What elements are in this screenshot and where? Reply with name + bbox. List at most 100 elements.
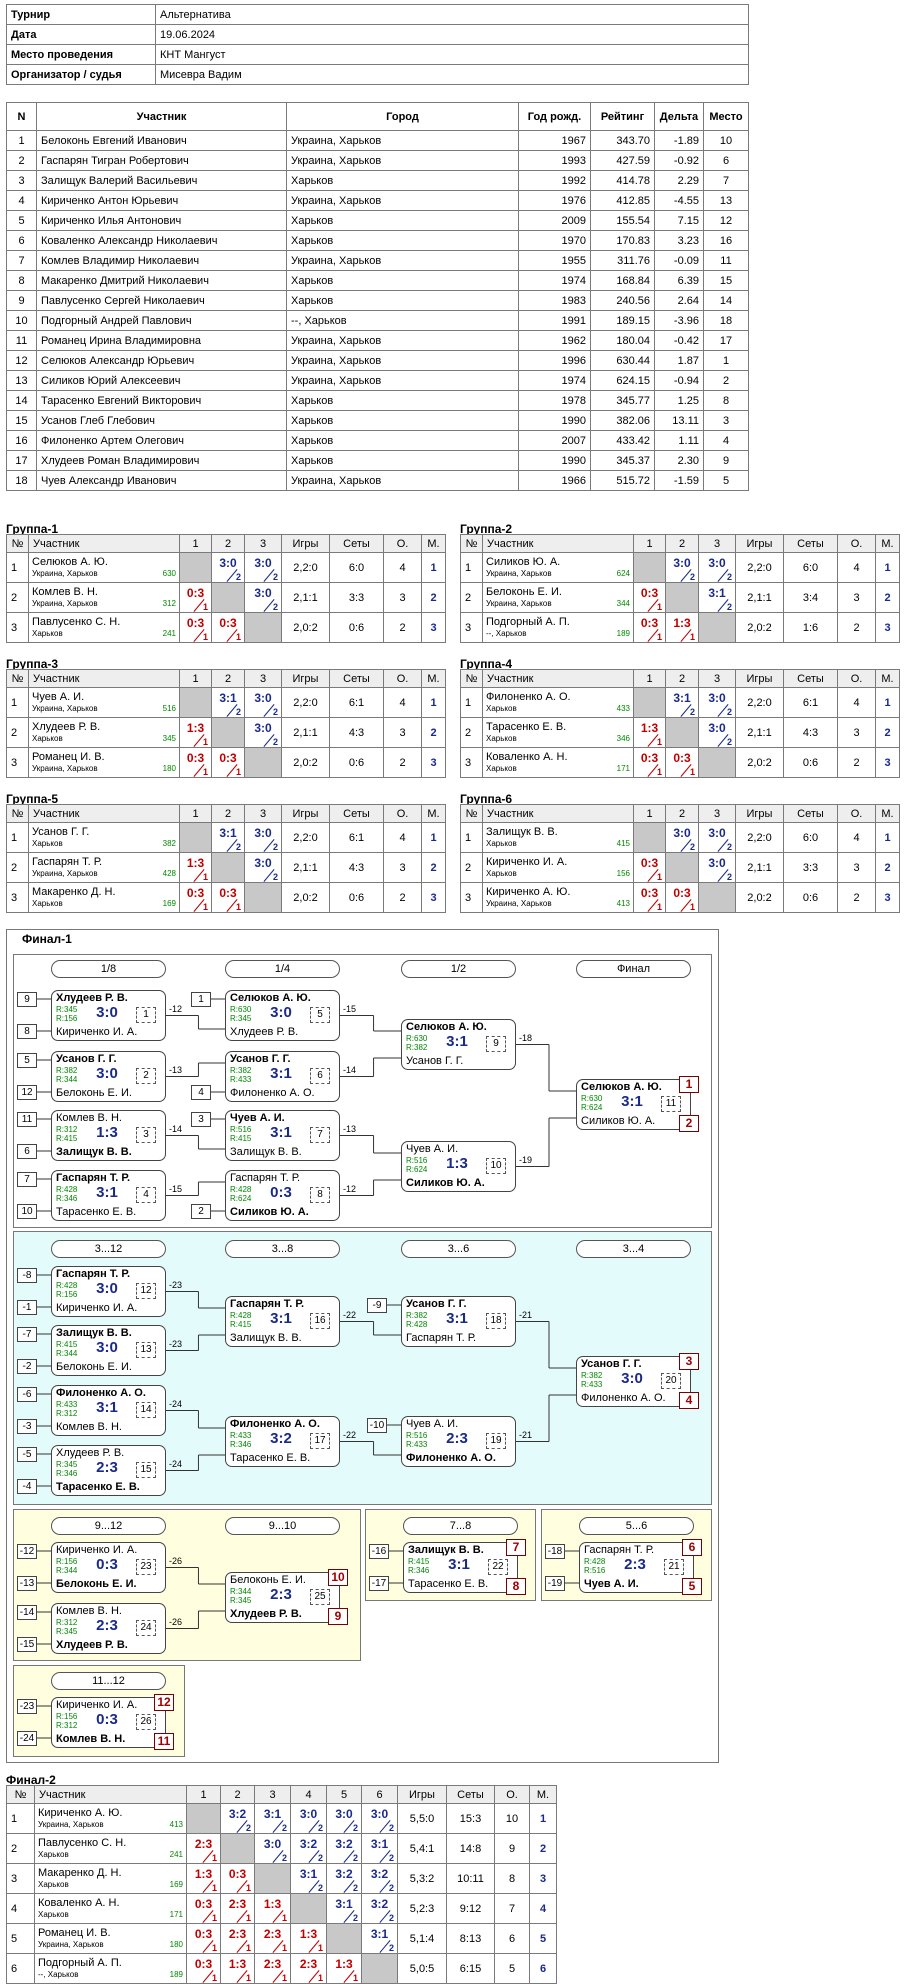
match-score: 3:1 [270,1124,292,1141]
result-cell: 3:1 2 [665,687,699,718]
player-city: --, Харьков 189 [38,1970,183,1979]
match-points: 2 [388,1913,394,1923]
games: 2,0:2 [281,747,330,778]
match-score: 3:2 [228,1807,247,1821]
cell: -3.96 [654,310,704,331]
player-rating: R:156 [56,1557,78,1566]
match-points: 1 [656,632,662,642]
column-header: О. [837,804,876,823]
cell: 1.25 [654,390,704,411]
match-box: Усанов Г. Г. R:382 Филоненко А. О. R:433 3:0… [576,1356,691,1407]
cell: 7.15 [654,210,704,231]
seed-box: -10 [367,1418,387,1433]
player-name: Хлудеев Р. В. [230,1608,302,1620]
header-row: № Участник 1 2 3 Игры Сеты О. М. [460,534,900,553]
column-header: М. [875,534,900,553]
player-name: Тарасенко Е. В. [56,1481,140,1493]
match-score: 0:3 [640,616,659,630]
result-cell [633,687,666,718]
player-name: Подгорный А. П. [38,1957,122,1969]
result-cell [179,687,212,718]
match-points: 1 [245,1943,251,1953]
match-points: 1 [245,1973,251,1983]
group-table: № Участник 1 2 3 Игры Сеты О. М. 1 Силиков Ю. А. Ук… [460,534,900,643]
column-header: 3 [698,804,736,823]
match-score: 3:1 [446,1033,468,1050]
result-cell [361,1953,398,1984]
match-box: Хлудеев Р. В. R:345 Кириченко И. А. R:156 3:… [51,990,166,1041]
cell: Романец Ирина Владимировна [36,330,287,351]
player-city: Украина, Харьков 180 [32,764,176,773]
cell: 13 [703,190,749,211]
seed-box: -17 [369,1576,389,1591]
column-header: 3 [254,1785,291,1804]
player-cell: Кириченко И. А. Харьков 156 [482,852,634,883]
loser-destination: -12 [343,1183,357,1194]
match-score: 3:1 [96,1184,118,1201]
player-name: Силиков Ю. А. [406,1177,485,1189]
result-cell [220,1833,255,1864]
player-name: Чуев А. И. [406,1143,459,1155]
sets: 15:3 [446,1803,495,1834]
player-rating: R:345 [230,1596,252,1605]
player-name: Селюков А. Ю. [230,992,311,1004]
cell: Павлусенко Сергей Николаевич [36,290,287,311]
place: 1 [421,822,446,853]
loser-destination: -15 [343,1003,357,1014]
column-header: 3 [244,669,282,688]
row-number: 2 [460,717,483,748]
games: 5,1:4 [397,1923,447,1954]
player-rating: R:433 [56,1400,78,1409]
cell: --, Харьков [286,310,519,331]
cell: 427.59 [590,150,655,171]
player-cell: Романец И. В. Украина, Харьков 180 [28,747,180,778]
column-header: Игры [735,534,784,553]
participant-row: 12 Селюков Александр Юрьевич Украина, Харь… [6,350,749,371]
cell: 15 [703,270,749,291]
result-cell [254,1863,291,1894]
player-rating: R:346 [56,1469,78,1478]
match-score: 3:2 [370,1897,389,1911]
sets: 9:12 [446,1893,495,1924]
player-rating: R:428 [230,1311,252,1320]
info-row: Место проведения КНТ Мангуст [6,44,749,65]
match-score: 3:0 [96,1280,118,1297]
player-name: Гаспарян Т. Р. [56,1268,131,1280]
column-header: 2 [220,1785,255,1804]
player-city: Харьков 345 [32,734,176,743]
participant-row: 14 Тарасенко Евгений Викторович Харьков 197… [6,390,749,411]
match-number: 4 [136,1187,156,1203]
cell: 1.87 [654,350,704,371]
result-cell: 0:3 1 [186,1953,221,1984]
match-points: 2 [689,842,695,852]
match-points: 2 [689,707,695,717]
match-score: 1:3 [299,1927,318,1941]
row-number: 1 [460,552,483,583]
column-header: Участник [482,804,634,823]
player-name: Селюков А. Ю. [32,556,108,568]
match-score: 3:2 [335,1837,353,1851]
column-header: 1 [179,534,212,553]
final-place: 11 [154,1733,174,1750]
column-header: Сеты [446,1785,495,1804]
match-points: 2 [235,572,241,582]
match-points: 2 [272,872,278,882]
sets: 6:0 [783,822,838,853]
player-name: Хлудеев Р. В. [56,1447,125,1459]
match-score: 3:0 [254,826,272,840]
result-cell [244,747,282,778]
column-header: 3 [698,669,736,688]
player-rating: 428 [162,869,176,878]
column-header: Место [703,102,749,131]
place: 1 [875,822,900,853]
place: 2 [875,717,900,748]
player-cell: Макаренко Д. Н. Харьков 169 [34,1863,187,1894]
participant-row: 8 Макаренко Дмитрий Николаевич Харьков 1974… [6,270,749,291]
match-score: 3:0 [370,1807,389,1821]
column-header: О. [837,534,876,553]
match-number: 22 [488,1559,508,1575]
player-city: Украина, Харьков 516 [32,704,176,713]
match-points: 1 [656,872,662,882]
match-points: 2 [388,1823,394,1833]
